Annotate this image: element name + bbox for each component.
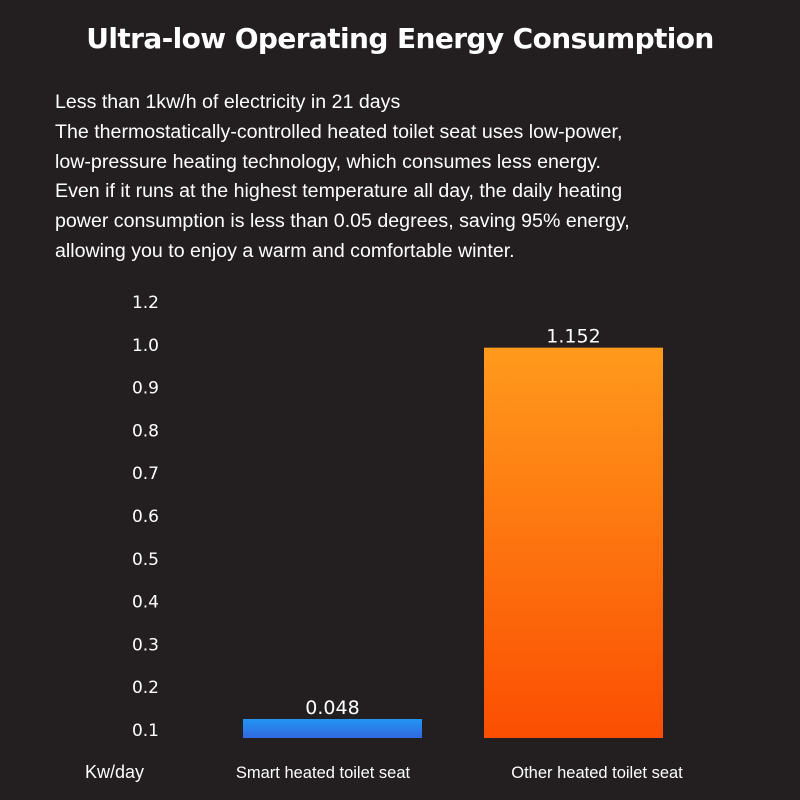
y-tick-label: 1.0 (132, 336, 159, 356)
y-tick-label: 0.1 (132, 721, 159, 741)
y-tick-label: 0.6 (132, 507, 159, 527)
bar-other-heated-toilet-seat (484, 347, 663, 738)
y-tick-label: 0.3 (132, 635, 159, 655)
description: Less than 1kw/h of electricity in 21 day… (55, 88, 795, 267)
category-label-smart: Smart heated toilet seat (236, 764, 411, 782)
bar-smart-heated-toilet-seat (243, 719, 422, 738)
bars (243, 347, 663, 738)
y-tick-label: 0.2 (132, 678, 159, 698)
description-line: The thermostatically-controlled heated t… (55, 120, 623, 143)
description-line: allowing you to enjoy a warm and comfort… (55, 239, 515, 262)
y-tick-label: 0.7 (132, 464, 159, 484)
y-tick-label: 0.8 (132, 421, 159, 441)
y-axis-ticks: 0.1 0.2 0.3 0.4 0.5 0.6 0.7 0.8 0.9 1.0 1.2 (132, 293, 159, 741)
y-axis-unit-label: Kw/day (85, 762, 144, 782)
y-tick-label: 0.5 (132, 550, 159, 570)
y-tick-label: 0.9 (132, 379, 159, 399)
value-label: 1.152 (546, 326, 600, 348)
page-title: Ultra-low Operating Energy Consumption (86, 22, 714, 55)
category-label-other: Other heated toilet seat (511, 764, 683, 782)
y-tick-label: 0.4 (132, 593, 159, 613)
description-line: Even if it runs at the highest temperatu… (55, 180, 623, 203)
y-tick-label: 1.2 (132, 293, 159, 313)
description-line: power consumption is less than 0.05 degr… (55, 210, 630, 233)
value-labels: 0.048 1.152 (305, 326, 600, 719)
description-line: low-pressure heating technology, which c… (55, 150, 602, 173)
bar-chart: 0.1 0.2 0.3 0.4 0.5 0.6 0.7 0.8 0.9 1.0 1.2 0.048 1… (85, 293, 716, 782)
value-label: 0.048 (305, 697, 359, 719)
description-line: Less than 1kw/h of electricity in 21 day… (55, 91, 401, 113)
